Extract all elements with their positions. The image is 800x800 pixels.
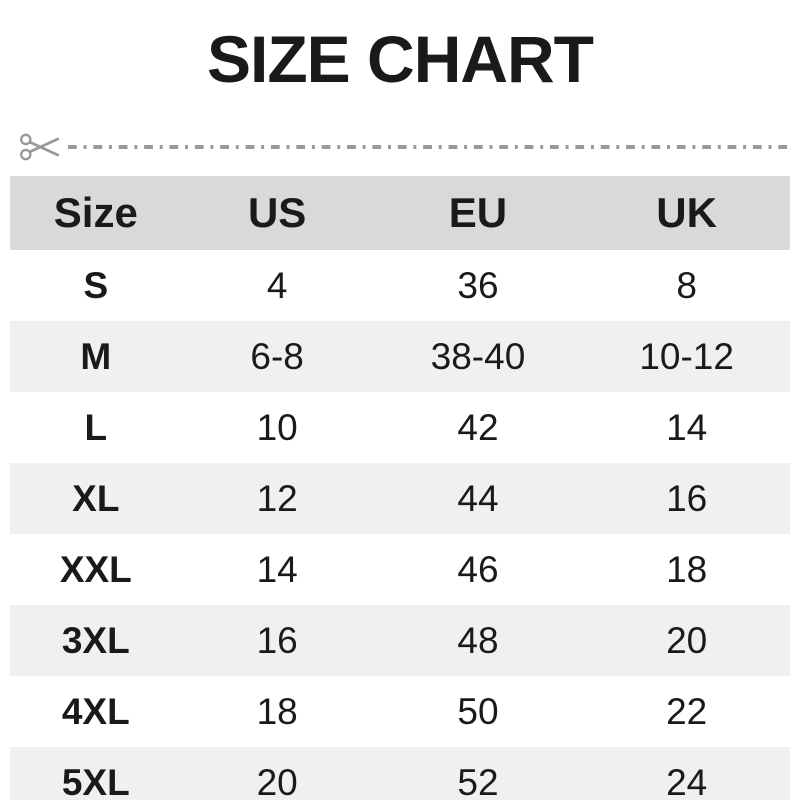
table-row: S 4 36 8 (10, 250, 790, 321)
size-value-cell: 16 (583, 463, 790, 534)
column-header-us: US (181, 176, 373, 250)
size-chart-page: SIZE CHART Size US EU UK S 4 36 8 M 6-8 38 (0, 26, 800, 800)
size-table: Size US EU UK S 4 36 8 M 6-8 38-40 10-12 L 10 42 14… (10, 176, 790, 800)
size-value-cell: 20 (583, 605, 790, 676)
size-value-cell: 24 (583, 747, 790, 800)
size-label-cell: 5XL (10, 747, 182, 800)
size-value-cell: 16 (181, 605, 373, 676)
size-value-cell: 44 (372, 463, 584, 534)
size-label-cell: 3XL (10, 605, 182, 676)
size-value-cell: 14 (666, 406, 708, 448)
size-value-cell: 38-40 (372, 321, 584, 392)
size-table-header: Size US EU UK (10, 176, 790, 250)
size-value-cell: 18 (256, 690, 298, 732)
size-value-cell: 10 (256, 406, 298, 448)
table-row: XXL 14 46 18 (10, 534, 790, 605)
page-title: SIZE CHART (207, 22, 594, 96)
cut-dash-line (68, 145, 790, 149)
size-label-cell: XXL (59, 548, 132, 590)
table-row: M 6-8 38-40 10-12 (10, 321, 790, 392)
column-header-size: Size (10, 176, 182, 250)
size-label-cell: L (84, 406, 108, 448)
table-row: 5XL 20 52 24 (10, 747, 790, 800)
size-value-cell: 46 (457, 548, 499, 590)
size-value-cell: 50 (457, 690, 499, 732)
size-value-cell: 48 (372, 605, 584, 676)
size-value-cell: 10-12 (583, 321, 790, 392)
size-value-cell: 42 (457, 406, 499, 448)
size-value-cell: 14 (256, 548, 298, 590)
size-value-cell: 4 (266, 264, 288, 306)
size-value-cell: 18 (666, 548, 708, 590)
size-value-cell: 8 (676, 264, 697, 306)
table-row: 3XL 16 48 20 (10, 605, 790, 676)
table-row: XL 12 44 16 (10, 463, 790, 534)
scissors-icon (20, 133, 60, 161)
size-value-cell: 52 (372, 747, 584, 800)
size-value-cell: 12 (181, 463, 373, 534)
table-row: L 10 42 14 (10, 392, 790, 463)
table-row: 4XL 18 50 22 (10, 676, 790, 747)
size-table-body: S 4 36 8 M 6-8 38-40 10-12 L 10 42 14 XL 12 44 16 XXL 14 4… (10, 250, 790, 800)
size-value-cell: 6-8 (181, 321, 373, 392)
column-header-eu: EU (372, 176, 584, 250)
column-header-uk: UK (583, 176, 790, 250)
size-label-cell: XL (10, 463, 182, 534)
cut-line (18, 130, 790, 164)
size-value-cell: 20 (181, 747, 373, 800)
size-label-cell: 4XL (61, 690, 130, 732)
header-row: Size US EU UK (10, 176, 790, 250)
size-value-cell: 22 (666, 690, 708, 732)
size-value-cell: 36 (457, 264, 499, 306)
size-label-cell: M (10, 321, 182, 392)
size-label-cell: S (83, 264, 109, 306)
